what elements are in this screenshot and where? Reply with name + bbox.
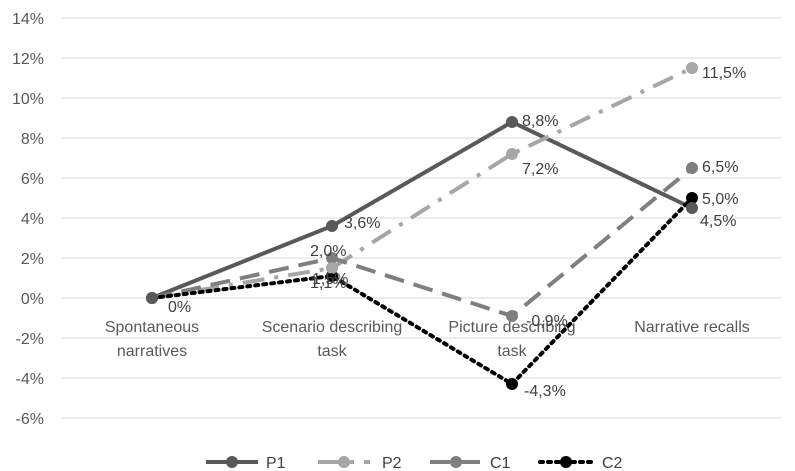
legend-marker-p1 [226, 456, 238, 468]
marker-p1 [506, 116, 518, 128]
y-tick-label: 8% [21, 131, 44, 148]
y-tick-label: 6% [21, 171, 44, 188]
y-tick-label: 2% [21, 251, 44, 268]
series-line-p1 [151, 120, 693, 300]
marker-p2 [506, 148, 518, 160]
x-category-label: Picture describing [448, 319, 575, 336]
series-line-p2 [151, 66, 693, 300]
y-tick-label: 10% [12, 91, 44, 108]
marker-c2 [506, 378, 518, 390]
data-label-p1: 3,6% [344, 215, 380, 232]
y-axis-tick-labels: 14% 12% 10% 8% 6% 4% 2% 0% -2% -4% -6% [12, 11, 44, 428]
marker-c1 [506, 310, 518, 322]
data-label-c2: -4,3% [524, 383, 566, 400]
legend-marker-c1 [450, 456, 462, 468]
series-markers [146, 62, 698, 390]
marker-p2 [326, 262, 338, 274]
data-label-c1: -0,9% [526, 313, 568, 330]
y-tick-label: 12% [12, 51, 44, 68]
marker-p1 [686, 202, 698, 214]
legend-label-c1: C1 [490, 455, 511, 471]
x-category-label: Scenario describing [262, 319, 403, 336]
marker-c1 [686, 162, 698, 174]
x-axis-category-labels: Spontaneous narratives Scenario describing… [105, 319, 750, 360]
data-label-c2: 5,0% [702, 191, 738, 208]
data-label-p2: 11,5% [702, 65, 746, 82]
data-labels: 0% 3,6% 8,8% 4,5% 1,5% 7,2% 11,5% 2,0% -0,9% 6,5%… [168, 65, 746, 400]
x-category-label: Spontaneous [105, 319, 199, 336]
x-category-label: task [317, 343, 347, 360]
gridlines [62, 17, 782, 419]
legend-marker-c2 [560, 456, 572, 468]
marker-p2 [686, 62, 698, 74]
y-tick-label: 4% [21, 211, 44, 228]
legend-label-c2: C2 [602, 455, 623, 471]
y-tick-label: -2% [16, 331, 44, 348]
y-tick-label: -4% [16, 371, 44, 388]
data-label-p1: 8,8% [522, 113, 558, 130]
data-label-p2: 7,2% [522, 161, 558, 178]
legend-marker-p2 [338, 456, 350, 468]
data-label-c1: 6,5% [702, 159, 738, 176]
data-label-p1: 4,5% [700, 213, 736, 230]
marker-c1 [326, 252, 338, 264]
y-tick-label: -6% [16, 411, 44, 428]
marker-c2 [686, 192, 698, 204]
series-lines [150, 66, 694, 386]
x-category-label: task [497, 343, 527, 360]
series-line-c2 [150, 196, 694, 386]
x-category-label: narratives [117, 343, 187, 360]
legend-label-p2: P2 [382, 455, 402, 471]
marker-p1 [146, 292, 158, 304]
x-category-label: Narrative recalls [634, 319, 750, 336]
data-label-p1: 0% [168, 299, 191, 316]
data-label-p2: 1,5% [312, 271, 348, 288]
series-line-c1 [151, 166, 694, 318]
y-tick-label: 14% [12, 11, 44, 28]
y-tick-label: 0% [21, 291, 44, 308]
data-label-c2: 1,1% [310, 275, 346, 292]
legend: P1 P2 C1 C2 [206, 455, 623, 471]
legend-label-p1: P1 [266, 455, 286, 471]
marker-p1 [326, 220, 338, 232]
data-label-c1: 2,0% [310, 243, 346, 260]
